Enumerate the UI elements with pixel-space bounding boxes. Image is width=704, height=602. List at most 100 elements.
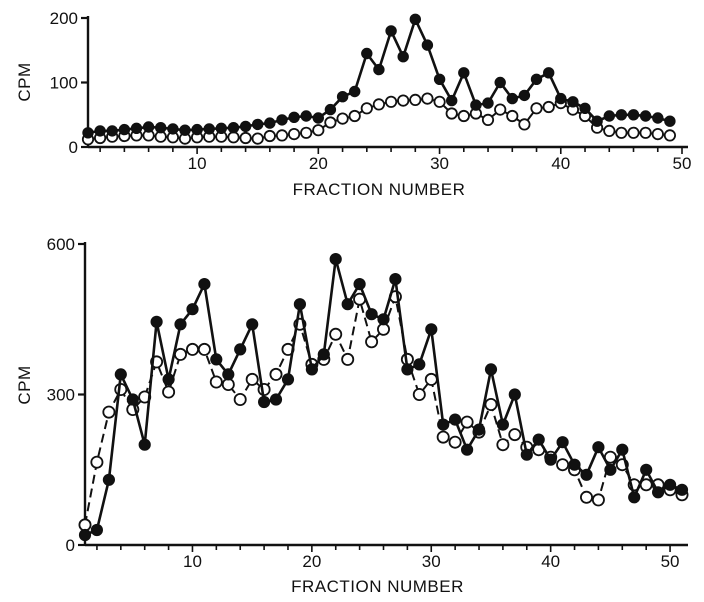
data-point-filled [604,463,617,476]
data-point-filled [341,298,354,311]
data-point-filled [82,127,94,139]
data-point-filled [336,91,349,103]
data-point-filled [520,448,533,461]
data-point-open [591,493,605,507]
data-point-filled [472,423,486,436]
data-point-open [209,375,223,389]
data-point-filled [167,123,179,135]
data-point-open [341,352,355,366]
x-tick-label: 50 [661,552,680,571]
data-point-filled [425,323,438,336]
data-point-open [460,415,474,429]
data-point-filled [353,278,366,291]
data-point-filled [234,343,247,356]
data-point-filled [118,123,131,136]
data-point-open [481,113,495,127]
data-point-filled [186,303,199,316]
data-point-open [329,327,343,341]
data-point-open [360,102,373,115]
data-point-filled [102,473,116,486]
data-point-filled [556,436,569,449]
data-point-filled [389,273,402,286]
data-point-filled [300,110,312,122]
data-point-filled [627,109,640,121]
data-point-filled [409,13,421,25]
data-point-filled [675,483,689,496]
data-point-filled [252,118,264,131]
data-point-open [336,112,349,125]
data-point-open [508,428,522,442]
data-point-filled [652,486,665,499]
y-tick-label: 0 [66,536,75,555]
data-point-open [251,132,264,145]
data-point-filled [293,298,306,311]
data-point-filled [544,453,557,466]
data-point-filled [446,94,458,107]
data-point-open [518,118,531,131]
data-point-open [603,124,616,137]
data-point-filled [324,103,337,116]
data-point-filled [269,393,283,406]
data-point-filled [433,73,446,86]
y-tick-label: 300 [47,386,75,405]
data-point-open [484,397,498,411]
data-point-filled [532,433,545,446]
data-point-filled [579,102,591,115]
data-point-filled [198,278,211,291]
x-tick-label: 40 [551,154,570,173]
data-point-filled [484,363,498,376]
data-point-filled [592,441,605,454]
data-point-filled [239,120,252,133]
data-point-filled [397,51,409,63]
data-point-open [651,128,664,141]
data-point-open [412,387,426,401]
data-point-open [397,94,410,107]
data-point-open [324,116,337,129]
data-point-open [245,372,259,386]
x-tick-label: 20 [302,552,321,571]
data-point-filled [258,395,271,409]
data-point-filled [312,112,324,124]
data-point-filled [530,73,543,86]
top-chart-panel: 0 100 200 10 20 30 40 50 FRACTION NUMBER CPM [15,9,691,199]
data-point-open [239,131,252,145]
data-point-filled [78,528,92,542]
data-point-filled [114,368,127,381]
data-point-open [663,129,677,142]
data-point-open [421,92,434,105]
data-point-filled [628,491,641,504]
y-axis-title: CPM [15,365,34,404]
data-point-open [90,455,104,469]
y-tick-label: 200 [50,9,78,28]
data-point-open [263,129,276,143]
data-point-open [556,458,570,472]
x-tick-label: 40 [541,552,560,571]
data-point-filled [652,112,664,124]
data-point-filled [155,122,167,134]
data-point-open [506,109,519,123]
data-point-filled [361,47,373,60]
data-point-filled [496,418,509,431]
data-point-filled [264,117,276,129]
data-point-open [185,342,199,356]
bottom-chart-panel: 0 300 600 10 20 30 40 50 FRACTION NUMBER CPM [15,235,689,596]
data-point-open [173,347,187,361]
data-point-filled [179,124,191,136]
x-tick-label: 30 [430,154,449,173]
data-point-filled [227,122,240,134]
data-point-open [615,126,628,139]
data-point-open [312,124,325,137]
data-point-open [348,109,361,123]
data-point-filled [506,92,518,105]
x-tick-label: 20 [309,154,328,173]
data-point-filled [421,39,434,51]
y-tick-label: 100 [50,74,78,93]
data-point-open [372,98,385,111]
data-point-filled [329,253,342,266]
data-point-filled [222,368,235,381]
data-point-filled [138,438,151,451]
data-point-open [162,385,176,399]
data-point-open [300,126,313,139]
data-point-filled [437,418,450,431]
